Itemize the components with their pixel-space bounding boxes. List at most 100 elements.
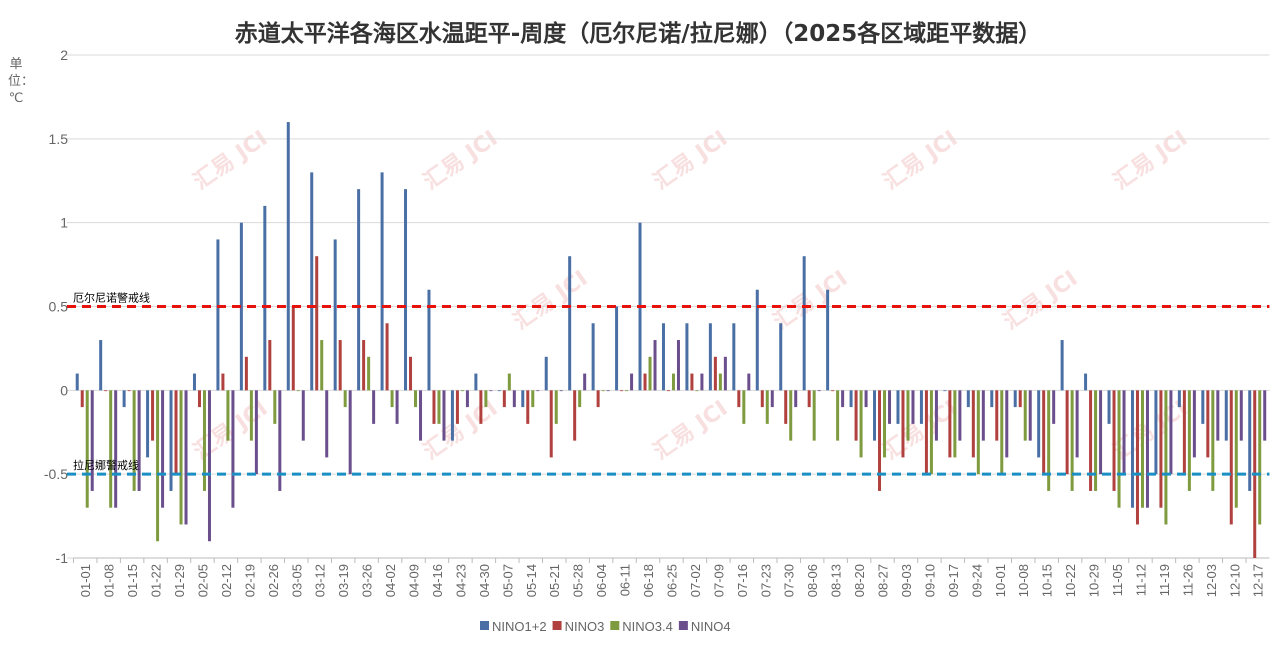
x-tick-label: 01-15 [125,564,140,597]
watermark: 汇易 JCI [509,266,592,335]
bar-nino34 [296,390,300,392]
bar-nino4 [770,390,774,408]
x-tick-label: 06-25 [664,564,679,597]
bar-nino3 [385,323,389,391]
x-tick-label: 01-01 [78,564,93,597]
bar-nino3 [268,340,272,391]
bar-nino34 [1023,390,1027,441]
bar-nino3 [995,390,999,441]
watermark: 汇易 JCI [999,266,1082,335]
bar-nino4 [817,390,821,392]
x-tick-label: 02-05 [195,564,210,597]
bar-nino12 [146,390,150,458]
watermark: 汇易 JCI [649,396,732,465]
bar-nino4 [1052,390,1056,424]
x-tick-label: 10-22 [1063,564,1078,597]
x-tick-label: 04-30 [477,564,492,597]
x-tick-label: 09-17 [946,564,961,597]
bar-nino4 [278,390,282,491]
bar-nino4 [114,390,118,508]
bar-nino3 [315,256,319,391]
bar-nino4 [981,390,985,441]
bar-nino3 [127,390,131,392]
bar-nino3 [1159,390,1163,508]
x-tick-label: 12-17 [1251,564,1266,597]
bar-nino3 [1206,390,1210,458]
legend-swatch [610,621,620,630]
x-tick-label: 11-26 [1180,564,1195,596]
bar-nino34 [929,390,933,475]
bar-nino3 [878,390,882,491]
bar-nino34 [109,390,113,508]
x-tick-label: 02-19 [242,564,257,597]
bar-nino34 [859,390,863,458]
bar-nino34 [1140,390,1144,508]
bar-nino12 [474,373,478,391]
x-tick-label: 04-02 [383,564,398,597]
bar-nino34 [249,390,253,441]
legend-item: NINO1+2 [492,619,547,634]
bar-nino12 [521,390,525,408]
x-tick-label: 12-10 [1227,564,1242,597]
bar-nino4 [583,373,587,391]
bar-nino34 [531,390,535,408]
bar-nino4 [1028,390,1032,441]
bar-nino12 [1013,390,1017,408]
x-tick-label: 11-19 [1157,564,1172,596]
watermark: 汇易 JCI [1109,126,1192,195]
x-tick-label: 03-19 [336,564,351,597]
bar-nino3 [971,390,975,458]
bar-nino3 [197,390,201,408]
x-tick-label: 07-30 [782,564,797,597]
bar-nino4 [465,390,469,408]
bar-nino4 [606,390,610,392]
bar-nino34 [1211,390,1215,491]
bar-nino3 [643,373,647,391]
bar-nino12 [779,323,783,391]
bar-nino12 [122,390,126,408]
x-tick-label: 05-07 [500,564,515,597]
bar-nino34 [906,390,910,441]
bar-nino12 [802,256,806,391]
x-tick-label: 01-29 [172,564,187,597]
bar-nino12 [661,323,665,391]
bar-nino3 [151,390,155,441]
bar-nino3 [1065,390,1069,475]
bar-nino34 [132,390,136,491]
bar-nino3 [1182,390,1186,475]
x-tick-label: 07-23 [758,564,773,597]
bar-nino34 [1117,390,1121,508]
bar-nino34 [883,390,887,458]
x-tick-label: 07-16 [735,564,750,597]
bar-nino34 [554,390,558,424]
bar-nino34 [179,390,183,525]
x-tick-label: 03-26 [360,564,375,597]
bar-nino34 [625,390,629,392]
bar-nino4 [888,390,892,424]
x-tick-label: 09-10 [922,564,937,597]
bar-nino3 [362,340,366,391]
bar-nino4 [348,390,352,475]
bar-nino12 [1248,390,1252,491]
legend-item: NINO4 [691,619,731,634]
bar-nino12 [1060,340,1064,391]
bar-nino12 [263,205,267,391]
bar-nino12 [380,172,384,391]
bar-nino4 [137,390,141,491]
x-tick-label: 06-11 [618,564,633,596]
bar-nino4 [489,390,493,392]
bar-nino4 [747,373,751,391]
bar-nino12 [1130,390,1134,508]
bar-nino3 [80,390,84,408]
bar-nino4 [161,390,165,508]
bar-nino12 [1154,390,1158,475]
bar-nino4 [559,390,563,392]
x-tick-label: 03-05 [289,564,304,597]
y-tick-label: -0.5 [44,466,68,482]
bar-nino4 [1263,390,1267,441]
bar-nino3 [620,390,624,392]
bar-nino4 [419,390,423,441]
bar-nino4 [254,390,258,475]
bar-nino34 [367,356,371,391]
